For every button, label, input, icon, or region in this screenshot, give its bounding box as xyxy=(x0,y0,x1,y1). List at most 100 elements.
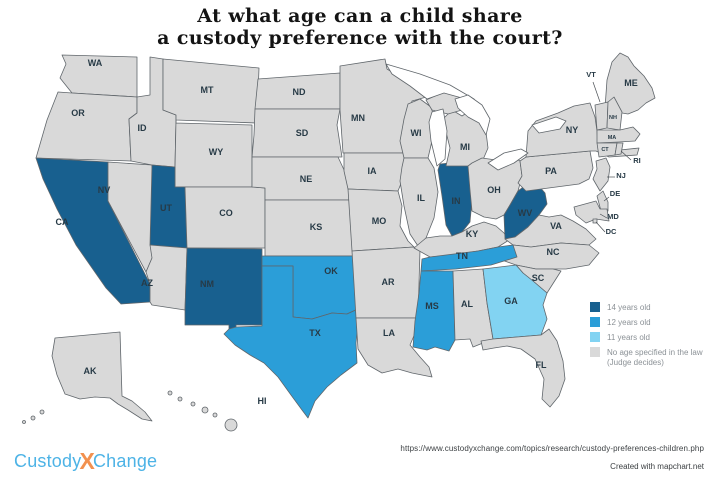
state-label-ND: ND xyxy=(293,87,306,97)
state-RI xyxy=(614,142,624,156)
source-url: https://www.custodyxchange.com/topics/re… xyxy=(400,444,704,453)
state-label-WY: WY xyxy=(209,147,224,157)
state-DE xyxy=(596,190,609,212)
legend-item-14: 14 years old xyxy=(590,302,718,313)
state-label-NC: NC xyxy=(547,247,560,257)
state-label-DE: DE xyxy=(610,189,620,198)
state-HI-island xyxy=(177,396,183,402)
great-lake xyxy=(454,94,491,136)
state-label-OK: OK xyxy=(324,266,338,276)
leader-line-MD xyxy=(599,213,608,219)
state-label-TX: TX xyxy=(309,328,321,338)
logo-change: Change xyxy=(92,451,158,471)
state-AK-island xyxy=(22,420,26,424)
state-label-AZ: AZ xyxy=(141,278,153,288)
legend-label: 14 years old xyxy=(607,303,651,312)
state-TX xyxy=(223,265,361,419)
state-label-DC: DC xyxy=(606,227,617,236)
state-label-MI: MI xyxy=(460,142,470,152)
state-label-WI: WI xyxy=(411,128,422,138)
leader-line-DC xyxy=(595,221,606,233)
state-label-NJ: NJ xyxy=(616,171,626,180)
legend-label: 12 years old xyxy=(607,318,651,327)
state-label-IN: IN xyxy=(452,196,461,206)
state-label-NV: NV xyxy=(98,185,111,195)
state-label-GA: GA xyxy=(504,296,518,306)
state-NJ xyxy=(592,157,611,192)
logo-x-mark: X xyxy=(79,448,95,474)
state-NH xyxy=(606,96,623,131)
state-HI-island xyxy=(212,412,218,418)
state-label-CT: CT xyxy=(601,147,609,153)
leader-line-VT xyxy=(592,81,601,103)
state-label-MS: MS xyxy=(425,301,439,311)
state-AK-island xyxy=(39,409,45,415)
title-line-2: a custody preference with the court? xyxy=(157,27,563,49)
state-label-CO: CO xyxy=(219,208,233,218)
state-PA xyxy=(517,150,594,192)
state-label-AL: AL xyxy=(461,299,473,309)
state-AK xyxy=(51,331,153,422)
state-label-WV: WV xyxy=(518,208,533,218)
state-label-NH: NH xyxy=(609,115,617,121)
page-title: At what age can a child share a custody … xyxy=(0,5,720,49)
legend: 14 years old 12 years old 11 years old No a… xyxy=(590,302,718,372)
state-label-MA: MA xyxy=(608,135,617,141)
state-label-LA: LA xyxy=(383,328,395,338)
state-label-UT: UT xyxy=(160,203,172,213)
state-VT xyxy=(594,101,609,131)
state-HI-island xyxy=(201,406,209,414)
legend-swatch-14 xyxy=(590,302,600,312)
legend-label-line2: (Judge decides) xyxy=(607,358,664,367)
state-FL xyxy=(480,328,566,408)
state-MD xyxy=(573,200,610,224)
state-label-WA: WA xyxy=(88,58,103,68)
state-label-OR: OR xyxy=(71,108,85,118)
legend-label: No age specified in the law (Judge decide… xyxy=(607,348,703,367)
state-label-MO: MO xyxy=(372,216,387,226)
state-label-HI: HI xyxy=(258,396,267,406)
state-TN xyxy=(420,244,518,272)
state-label-SC: SC xyxy=(532,273,545,283)
great-lake xyxy=(531,116,567,134)
state-label-NY: NY xyxy=(566,125,579,135)
state-label-ME: ME xyxy=(624,78,638,88)
logo-custody: Custody xyxy=(14,451,82,471)
state-label-NM: NM xyxy=(200,279,214,289)
state-label-OH: OH xyxy=(487,185,501,195)
leader-line-DE xyxy=(603,196,610,202)
state-label-RI: RI xyxy=(633,156,641,165)
state-label-IL: IL xyxy=(417,193,426,203)
legend-item-11: 11 years old xyxy=(590,332,718,343)
state-label-NE: NE xyxy=(300,174,313,184)
state-HI-island xyxy=(190,401,196,407)
state-label-SD: SD xyxy=(296,128,309,138)
state-label-VA: VA xyxy=(550,221,562,231)
legend-swatch-12 xyxy=(590,317,600,327)
leader-line-RI xyxy=(620,150,632,161)
legend-item-none: No age specified in the law (Judge decide… xyxy=(590,347,718,368)
state-label-AR: AR xyxy=(382,277,395,287)
state-label-CA: CA xyxy=(56,217,69,227)
state-OR xyxy=(35,91,138,162)
state-label-AK: AK xyxy=(84,366,97,376)
mapchart-credit: Created with mapchart.net xyxy=(610,462,704,471)
state-HI-island xyxy=(167,390,173,396)
great-lake xyxy=(487,148,529,171)
state-label-MD: MD xyxy=(607,212,619,221)
legend-label: 11 years old xyxy=(607,333,650,342)
legend-swatch-none xyxy=(590,347,600,357)
state-label-TN: TN xyxy=(456,251,468,261)
state-label-PA: PA xyxy=(545,166,557,176)
state-label-FL: FL xyxy=(536,360,547,370)
custodyxchange-logo: CustodyXChange xyxy=(14,448,157,475)
state-AK-island xyxy=(30,415,36,421)
legend-swatch-11 xyxy=(590,332,600,342)
state-label-MT: MT xyxy=(201,85,214,95)
state-label-ID: ID xyxy=(138,123,148,133)
great-lake xyxy=(428,108,448,167)
state-label-KS: KS xyxy=(310,222,323,232)
state-GA xyxy=(482,264,548,340)
